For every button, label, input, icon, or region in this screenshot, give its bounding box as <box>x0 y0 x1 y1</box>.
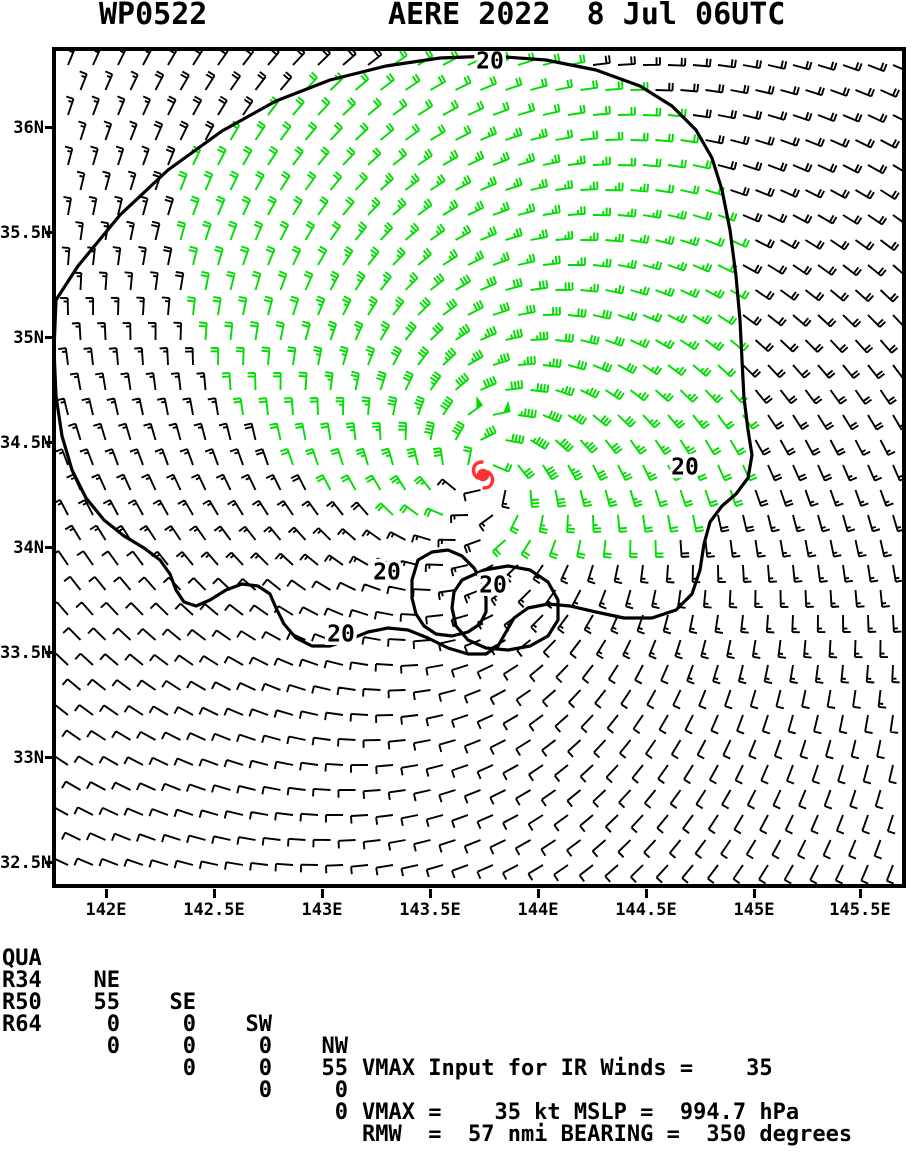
table-row: R64 0 0 0 0 RMW = 57 nmi BEARING = 350 d… <box>0 992 919 1146</box>
cell-se: 0 <box>182 1012 196 1037</box>
x-axis-tick-label: 142.5E <box>183 900 245 920</box>
row-label: QUA <box>2 946 42 971</box>
cell-sw: 0 <box>258 1034 272 1059</box>
table-row: R34 55 0 0 55 <box>0 948 919 1080</box>
cell-note: RMW = 57 nmi BEARING = 350 degrees <box>362 1122 853 1147</box>
x-axis-tick-label: 142E <box>85 900 127 920</box>
storm-center-marker <box>471 460 495 490</box>
contour-label-halo: 20 <box>479 573 507 599</box>
y-axis-tick-label: 34N <box>13 538 44 558</box>
y-axis-tick-mark <box>45 231 54 234</box>
x-axis-tick-mark <box>859 889 862 898</box>
chart-header: WP0522 AERE 2022 8 Jul 06UTC <box>0 0 919 40</box>
y-axis-tick-label: 33.5N <box>0 643 52 663</box>
y-axis-tick-label: 35.5N <box>0 223 52 243</box>
cell-sw: 0 <box>258 1078 272 1103</box>
y-axis-tick-label: 36N <box>13 118 44 138</box>
x-axis-tick-label: 145E <box>733 900 775 920</box>
cell-ne: 0 <box>106 1012 120 1037</box>
contour-label-halo: 20 <box>327 622 355 648</box>
contour-label-20kt: 20 <box>327 622 355 648</box>
y-axis-tick-mark <box>45 126 54 129</box>
contour-20kt-tongue <box>450 564 560 652</box>
cell-ne: 0 <box>106 1034 120 1059</box>
x-axis-tick-label: 143E <box>301 900 343 920</box>
contour-label-halo: 20 <box>671 455 699 481</box>
x-axis-tick-mark <box>645 889 648 898</box>
wind-barbs-below-20kt <box>56 51 902 884</box>
cell-ne: 55 <box>93 990 121 1015</box>
contour-20kt-main <box>56 54 754 656</box>
x-axis-tick-label: 144E <box>517 900 559 920</box>
y-axis-tick-mark <box>45 861 54 864</box>
cell-se: SE <box>169 990 197 1015</box>
x-axis-tick-mark <box>753 889 756 898</box>
y-axis-tick-mark <box>45 336 54 339</box>
contour-label-20kt: 20 <box>479 573 507 599</box>
contour-label-halo: 20 <box>476 51 504 75</box>
cell-nw: 0 <box>334 1078 348 1103</box>
table-row: QUA NE SE SW NW VMAX Input for IR Winds … <box>0 926 919 1080</box>
y-axis-tick-mark <box>45 756 54 759</box>
cell-nw: NW <box>321 1034 349 1059</box>
cell-ne: NE <box>93 968 121 993</box>
wind-barbs-above-20kt <box>176 51 760 560</box>
x-axis-tick-mark <box>537 889 540 898</box>
row-label: R34 <box>2 968 42 993</box>
contour-20kt-lobe <box>410 548 488 638</box>
y-axis-tick-mark <box>45 441 54 444</box>
cell-sw: SW <box>245 1012 273 1037</box>
y-axis-tick-mark <box>45 651 54 654</box>
cyclone-hook-icon <box>471 460 495 490</box>
cell-nw: 55 <box>321 1056 349 1081</box>
x-axis-tick-mark <box>321 889 324 898</box>
y-axis-tick-mark <box>45 546 54 549</box>
row-label: R64 <box>2 1012 42 1037</box>
x-axis-tick-label: 145.5E <box>829 900 891 920</box>
cyclone-center-dot-icon <box>476 468 490 482</box>
cell-nw: 0 <box>334 1100 348 1125</box>
cell-note: VMAX = 35 kt MSLP = 994.7 hPa <box>362 1100 800 1125</box>
cell-note: VMAX Input for IR Winds = 35 <box>362 1056 773 1081</box>
cell-se: 0 <box>182 1034 196 1059</box>
y-axis-tick-label: 35N <box>13 328 44 348</box>
table-row: R50 0 0 0 0 VMAX = 35 kt MSLP = 994.7 hP… <box>0 970 919 1124</box>
x-axis-tick-mark <box>213 889 216 898</box>
row-label: R50 <box>2 990 42 1015</box>
contour-label-20kt: 20 <box>373 560 401 586</box>
wind-barb-plot: 20 20 20 20 20 20 20 20 20 20 <box>52 47 906 888</box>
contour-label-20kt: 20 <box>476 51 504 75</box>
contour-20kt-layer <box>56 54 754 656</box>
x-axis-tick-label: 144.5E <box>615 900 677 920</box>
y-axis-tick-label: 33N <box>13 748 44 768</box>
y-axis-tick-label: 32.5N <box>0 853 52 873</box>
y-axis-tick-label: 34.5N <box>0 433 52 453</box>
contour-label-20kt: 20 <box>671 455 699 481</box>
contour-label-halo: 20 <box>373 560 401 586</box>
storm-parameter-table: QUA NE SE SW NW VMAX Input for IR Winds … <box>0 926 919 1146</box>
storm-id-title: WP0522 <box>99 0 208 32</box>
x-axis-tick-label: 143.5E <box>399 900 461 920</box>
storm-name-date-title: AERE 2022 8 Jul 06UTC <box>388 0 786 32</box>
cell-sw: 0 <box>258 1056 272 1081</box>
x-axis-tick-mark <box>429 889 432 898</box>
x-axis-tick-mark <box>105 889 108 898</box>
wind-barb-layer <box>56 51 902 884</box>
cell-se: 0 <box>182 1056 196 1081</box>
